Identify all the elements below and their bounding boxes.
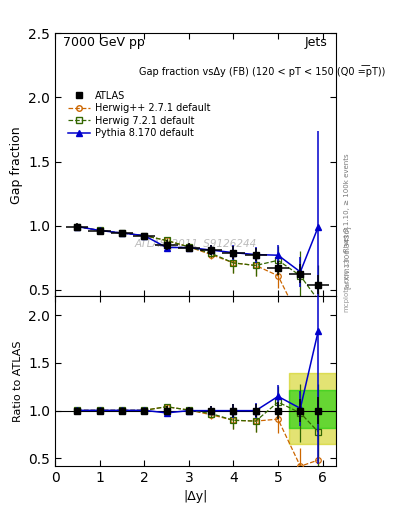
Text: ATLAS_2011_S9126244: ATLAS_2011_S9126244: [134, 238, 257, 249]
Text: 7000 GeV pp: 7000 GeV pp: [63, 36, 145, 49]
Text: Gap fraction vsΔy (FB) (120 < pT < 150 (Q0 =͞pT)): Gap fraction vsΔy (FB) (120 < pT < 150 (…: [140, 65, 386, 77]
Y-axis label: Gap fraction: Gap fraction: [9, 126, 23, 204]
X-axis label: |Δy|: |Δy|: [183, 490, 208, 503]
Text: mcplots.cern.ch: mcplots.cern.ch: [344, 256, 350, 312]
Text: Jets: Jets: [305, 36, 328, 49]
Legend: ATLAS, Herwig++ 2.7.1 default, Herwig 7.2.1 default, Pythia 8.170 default: ATLAS, Herwig++ 2.7.1 default, Herwig 7.…: [68, 91, 210, 138]
Y-axis label: Ratio to ATLAS: Ratio to ATLAS: [13, 340, 23, 422]
Text: [arXiv:1306.3436]: [arXiv:1306.3436]: [344, 225, 351, 289]
Text: Rivet 3.1.10, ≥ 100k events: Rivet 3.1.10, ≥ 100k events: [344, 154, 350, 252]
